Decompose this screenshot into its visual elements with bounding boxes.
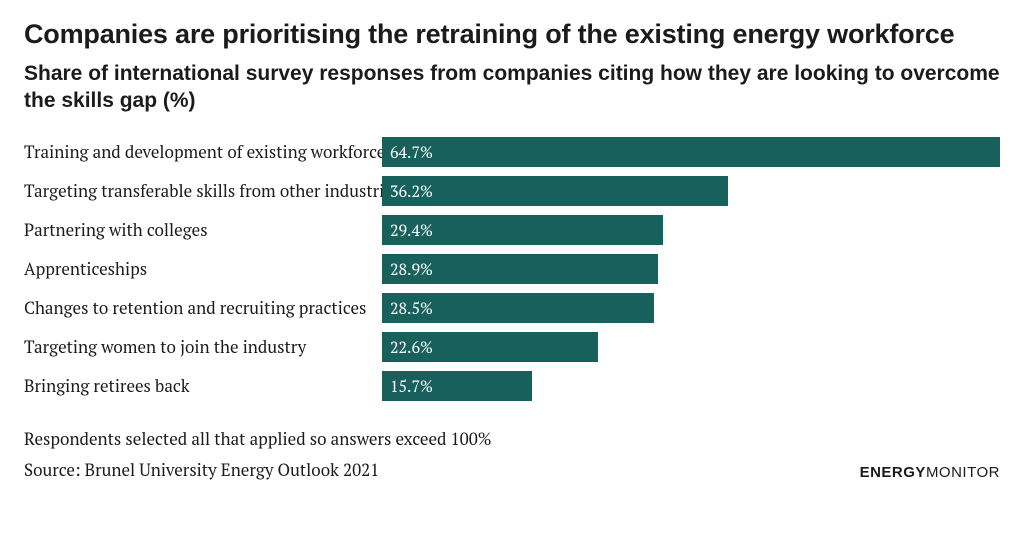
brand-logo: ENERGYMONITOR	[860, 464, 1000, 481]
bar-value-label: 28.9%	[390, 258, 433, 280]
bar: 28.5%	[382, 293, 654, 323]
category-label: Bringing retirees back	[24, 374, 382, 397]
bar-row: Partnering with colleges 29.4%	[24, 215, 1000, 245]
bar-row: Training and development of existing wor…	[24, 137, 1000, 167]
bar-row: Changes to retention and recruiting prac…	[24, 293, 1000, 323]
brand-bold: ENERGY	[860, 464, 926, 481]
bar: 22.6%	[382, 332, 598, 362]
category-label: Training and development of existing wor…	[24, 140, 382, 163]
bar: 15.7%	[382, 371, 532, 401]
bar-track: 28.9%	[382, 254, 1000, 284]
chart-footnote: Respondents selected all that applied so…	[24, 427, 1000, 450]
category-label: Targeting transferable skills from other…	[24, 179, 382, 202]
category-label: Apprenticeships	[24, 257, 382, 280]
bar-row: Bringing retirees back 15.7%	[24, 371, 1000, 401]
bar-track: 22.6%	[382, 332, 1000, 362]
bar-value-label: 22.6%	[390, 336, 433, 358]
bar-track: 64.7%	[382, 137, 1000, 167]
bar: 28.9%	[382, 254, 658, 284]
bar-value-label: 28.5%	[390, 297, 433, 319]
bar: 36.2%	[382, 176, 728, 206]
category-label: Partnering with colleges	[24, 218, 382, 241]
bar-track: 28.5%	[382, 293, 1000, 323]
brand-light: MONITOR	[926, 464, 1000, 481]
bar-value-label: 15.7%	[390, 375, 433, 397]
chart-title: Companies are prioritising the retrainin…	[24, 18, 1000, 51]
bar: 29.4%	[382, 215, 663, 245]
footer-row: Source: Brunel University Energy Outlook…	[24, 458, 1000, 481]
category-label: Targeting women to join the industry	[24, 335, 382, 358]
bar: 64.7%	[382, 137, 1000, 167]
chart-subtitle: Share of international survey responses …	[24, 61, 1000, 115]
bar-value-label: 36.2%	[390, 180, 433, 202]
bar-track: 36.2%	[382, 176, 1000, 206]
bar-row: Targeting transferable skills from other…	[24, 176, 1000, 206]
bar-chart: Training and development of existing wor…	[24, 137, 1000, 401]
bar-track: 29.4%	[382, 215, 1000, 245]
bar-track: 15.7%	[382, 371, 1000, 401]
category-label: Changes to retention and recruiting prac…	[24, 296, 382, 319]
bar-value-label: 29.4%	[390, 219, 433, 241]
bar-row: Targeting women to join the industry 22.6…	[24, 332, 1000, 362]
bar-value-label: 64.7%	[390, 141, 433, 163]
chart-source: Source: Brunel University Energy Outlook…	[24, 458, 379, 481]
bar-row: Apprenticeships 28.9%	[24, 254, 1000, 284]
